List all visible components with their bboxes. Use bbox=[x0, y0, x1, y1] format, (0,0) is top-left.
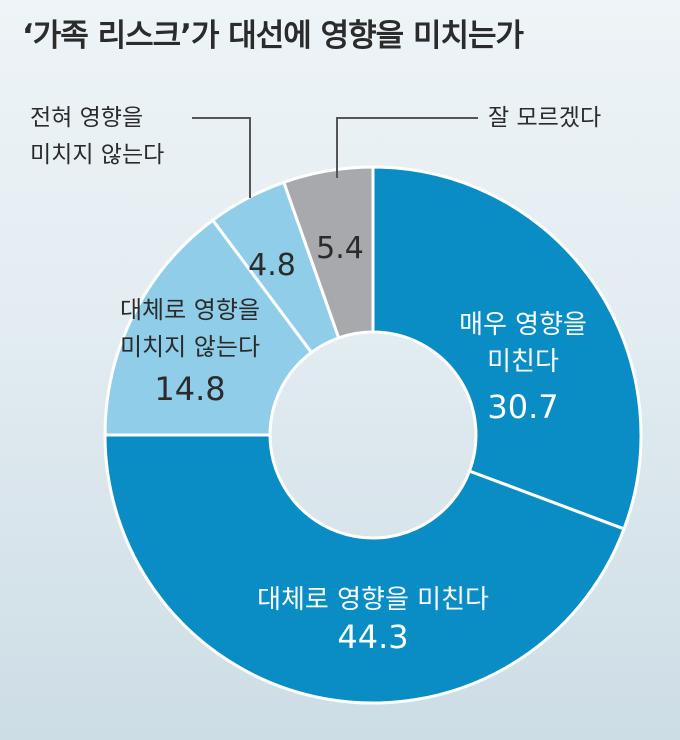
donut-slice-5 bbox=[282, 165, 375, 340]
leader-line-4 bbox=[192, 117, 251, 198]
category-label-5-line-1: 잘 모르겠다 bbox=[488, 105, 601, 131]
category-label-3-line-2: 미치지 않는다 bbox=[120, 333, 260, 361]
category-label-2-line-1: 대체로 영향을 미친다 bbox=[257, 585, 489, 615]
category-label-4-line-1: 전혀 영향을 bbox=[30, 105, 143, 131]
value-label-3: 14.8 bbox=[154, 370, 225, 408]
category-label-1-line-1: 매우 영향을 bbox=[459, 310, 587, 340]
donut-slice-2 bbox=[103, 433, 626, 705]
value-label-2: 44.3 bbox=[337, 618, 408, 656]
category-label-1-line-2: 미친다 bbox=[487, 347, 559, 377]
value-label-1: 30.7 bbox=[487, 388, 558, 426]
leader-line-5 bbox=[336, 117, 478, 178]
value-label-4: 4.8 bbox=[248, 248, 296, 283]
value-label-5: 5.4 bbox=[316, 231, 364, 266]
category-label-3-line-1: 대체로 영향을 bbox=[120, 296, 260, 324]
donut-slice-3 bbox=[103, 218, 313, 437]
category-label-4-line-2: 미치지 않는다 bbox=[30, 142, 164, 168]
donut-slice-1 bbox=[371, 165, 643, 531]
chart-title: ‘가족 리스크’가 대선에 영향을 미치는가 bbox=[22, 18, 524, 54]
